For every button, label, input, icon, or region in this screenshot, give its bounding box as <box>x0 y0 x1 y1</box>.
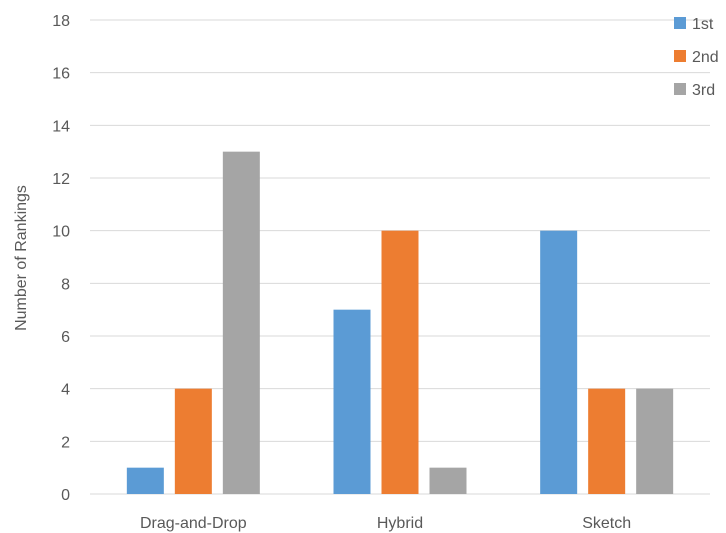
x-tick-label: Drag-and-Drop <box>140 515 247 532</box>
legend-item-3rd: 3rd <box>674 82 715 99</box>
y-tick-label: 4 <box>61 382 70 399</box>
y-tick-label: 14 <box>52 118 70 135</box>
bar-sketch-3rd <box>636 388 674 494</box>
y-tick-label: 8 <box>61 276 70 293</box>
y-tick-label: 12 <box>52 171 70 188</box>
bar-hybrid-1st <box>333 309 371 494</box>
bar-drag-and-drop-3rd <box>222 151 260 494</box>
x-tick-label: Sketch <box>582 515 631 532</box>
bar-hybrid-2nd <box>381 230 419 494</box>
y-tick-label: 6 <box>61 329 70 346</box>
legend-item-2nd: 2nd <box>674 49 719 66</box>
y-tick-label: 10 <box>52 224 70 241</box>
bar-sketch-1st <box>540 230 578 494</box>
x-axis-ticks: Drag-and-Drop Hybrid Sketch <box>140 515 631 532</box>
y-tick-label: 2 <box>61 434 70 451</box>
bars <box>126 151 674 494</box>
legend-label: 2nd <box>692 49 719 66</box>
bar-hybrid-3rd <box>429 467 467 494</box>
y-tick-label: 16 <box>52 66 70 83</box>
legend-swatch <box>674 83 686 95</box>
legend-swatch <box>674 17 686 29</box>
bar-sketch-2nd <box>588 388 626 494</box>
y-tick-label: 18 <box>52 13 70 30</box>
legend: 1st 2nd 3rd <box>674 16 719 99</box>
legend-label: 3rd <box>692 82 715 99</box>
legend-label: 1st <box>692 16 714 33</box>
y-tick-label: 0 <box>61 487 70 504</box>
legend-item-1st: 1st <box>674 16 714 33</box>
y-axis-title: Number of Rankings <box>13 185 30 331</box>
bar-drag-and-drop-1st <box>126 467 164 494</box>
y-axis-ticks: 0 2 4 6 8 10 12 14 16 18 <box>52 13 70 504</box>
bar-drag-and-drop-2nd <box>174 388 212 494</box>
legend-swatch <box>674 50 686 62</box>
x-tick-label: Hybrid <box>377 515 423 532</box>
